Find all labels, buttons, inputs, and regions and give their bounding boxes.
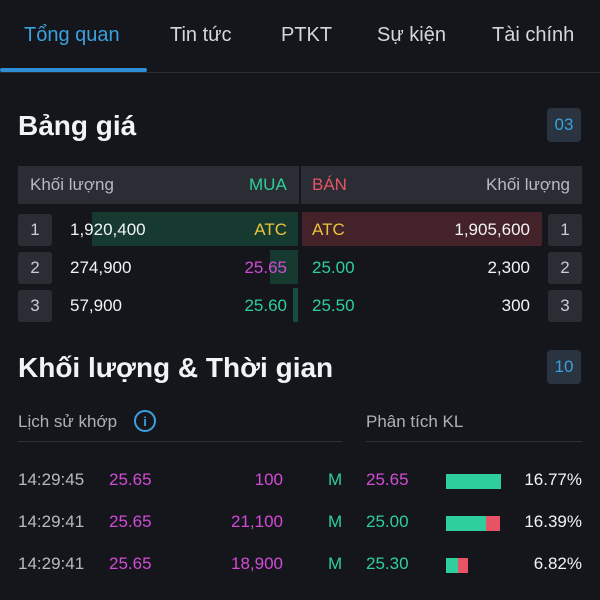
active-tab-indicator [0,68,147,72]
header-buy: MUA [249,175,287,194]
trade-side: M [328,554,343,573]
buy-volume: 274,900 [70,258,132,277]
analysis-price: 25.65 [366,470,409,489]
sell-price[interactable]: 25.00 [312,258,355,277]
trade-side: M [328,512,343,531]
order-book-row: 3 57,900 25.60 25.50 300 3 [0,288,600,324]
sell-price[interactable]: ATC [312,220,345,239]
level-badge: 2 [18,252,52,284]
header-sell: BÁN [312,175,347,194]
level-badge: 3 [18,290,52,322]
analysis-price: 25.30 [366,554,409,573]
header-sell-volume: Khối lượng [486,175,570,194]
header-divider [299,166,301,204]
sell-price[interactable]: 25.50 [312,296,355,315]
level-badge: 1 [18,214,52,246]
sell-depth-bar [302,212,542,246]
trade-row: 14:29:45 25.65 100 M 25.65 16.77% [0,470,600,500]
analysis-percent: 16.39% [524,512,582,531]
volume-share-bar-sell [458,558,468,573]
volume-share-bar [446,474,501,489]
tab-overview[interactable]: Tổng quan [24,24,120,46]
match-history-label: Lịch sử khớp [18,412,118,431]
trade-volume: 21,100 [231,512,283,531]
level-badge: 3 [548,290,582,322]
trade-price: 25.65 [109,512,152,531]
volume-share-bar-buy [446,516,486,531]
analysis-percent: 16.77% [524,470,582,489]
buy-price[interactable]: 25.65 [244,258,287,277]
trade-price: 25.65 [109,470,152,489]
trade-time: 14:29:41 [18,554,85,573]
tab-bar: Tổng quan Tin tức PTKT Sự kiện Tài chính [0,0,600,73]
header-buy-volume: Khối lượng [30,175,114,194]
sell-volume: 2,300 [487,258,530,277]
buy-depth-bar [293,288,298,322]
tab-financials[interactable]: Tài chính [492,24,575,46]
history-divider [18,441,342,442]
order-book-title: Bảng giá [18,110,137,141]
buy-price[interactable]: 25.60 [244,296,287,315]
order-book-header: Khối lượng MUA BÁN Khối lượng [18,166,582,204]
buy-price[interactable]: ATC [254,220,287,239]
tab-events[interactable]: Sự kiện [377,24,446,46]
analysis-price: 25.00 [366,512,409,531]
tab-news[interactable]: Tin tức [170,24,232,46]
buy-volume: 1,920,400 [70,220,146,239]
trade-row: 14:29:41 25.65 21,100 M 25.00 16.39% [0,512,600,542]
buy-depth-bar [270,250,298,284]
trades-count-button[interactable]: 10 [547,350,581,384]
level-badge: 2 [548,252,582,284]
trade-volume: 100 [254,470,283,489]
buy-depth-bar [92,212,298,246]
sell-volume: 1,905,600 [454,220,530,239]
info-icon[interactable]: i [134,410,156,432]
trade-row: 14:29:41 25.65 18,900 M 25.30 6.82% [0,554,600,584]
trade-time: 14:29:41 [18,512,85,531]
volume-share-bar-buy [446,558,458,573]
level-badge: 1 [548,214,582,246]
trade-time: 14:29:45 [18,470,85,489]
buy-volume: 57,900 [70,296,122,315]
tab-technical[interactable]: PTKT [281,24,333,46]
sell-volume: 300 [501,296,530,315]
order-book-row: 1 1,920,400 ATC ATC 1,905,600 1 [0,212,600,248]
volume-share-bar-sell [486,516,500,531]
analysis-divider [366,441,582,442]
order-book-row: 2 274,900 25.65 25.00 2,300 2 [0,250,600,286]
trades-title: Khối lượng & Thời gian [18,352,334,383]
analysis-percent: 6.82% [533,554,582,573]
trade-side: M [328,470,343,489]
trade-volume: 18,900 [231,554,283,573]
volume-analysis-label: Phân tích KL [366,412,464,431]
order-book-count-button[interactable]: 03 [547,108,581,142]
trade-price: 25.65 [109,554,152,573]
